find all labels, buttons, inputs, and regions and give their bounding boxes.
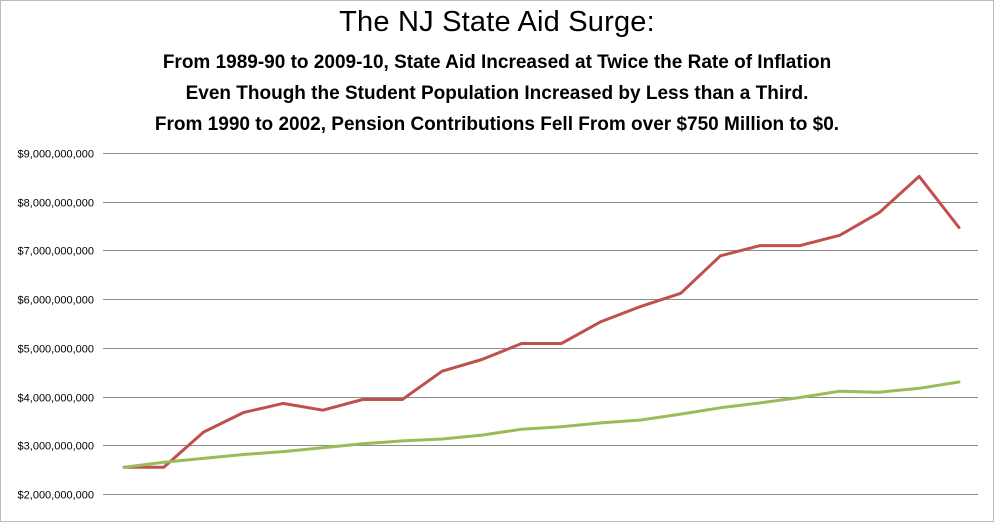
chart-subtitle-line-1: From 1989-90 to 2009-10, State Aid Incre… xyxy=(162,52,832,73)
y-tick-label: $5,000,000,000 xyxy=(18,344,94,356)
y-tick-label: $6,000,000,000 xyxy=(18,295,94,307)
series-line-green xyxy=(122,380,961,469)
chart-subtitle-line-3: From 1990 to 2002, Pension Contributions… xyxy=(154,114,840,135)
y-axis-labels: $9,000,000,000 $8,000,000,000 $7,000,000,0… xyxy=(18,149,94,502)
y-tick-label: $9,000,000,000 xyxy=(18,149,94,161)
y-tick-label: $2,000,000,000 xyxy=(18,490,94,502)
y-tick-label: $7,000,000,000 xyxy=(18,246,94,258)
y-tick-label: $4,000,000,000 xyxy=(18,393,94,405)
y-tick-label: $3,000,000,000 xyxy=(18,441,94,453)
series-lines xyxy=(122,174,961,469)
gridlines xyxy=(103,153,978,495)
series-line-red xyxy=(122,174,961,469)
y-tick-label: $8,000,000,000 xyxy=(18,198,94,210)
chart-title: The NJ State Aid Surge: xyxy=(339,6,655,38)
chart-subtitle-line-2: Even Though the Student Population Incre… xyxy=(185,83,809,104)
